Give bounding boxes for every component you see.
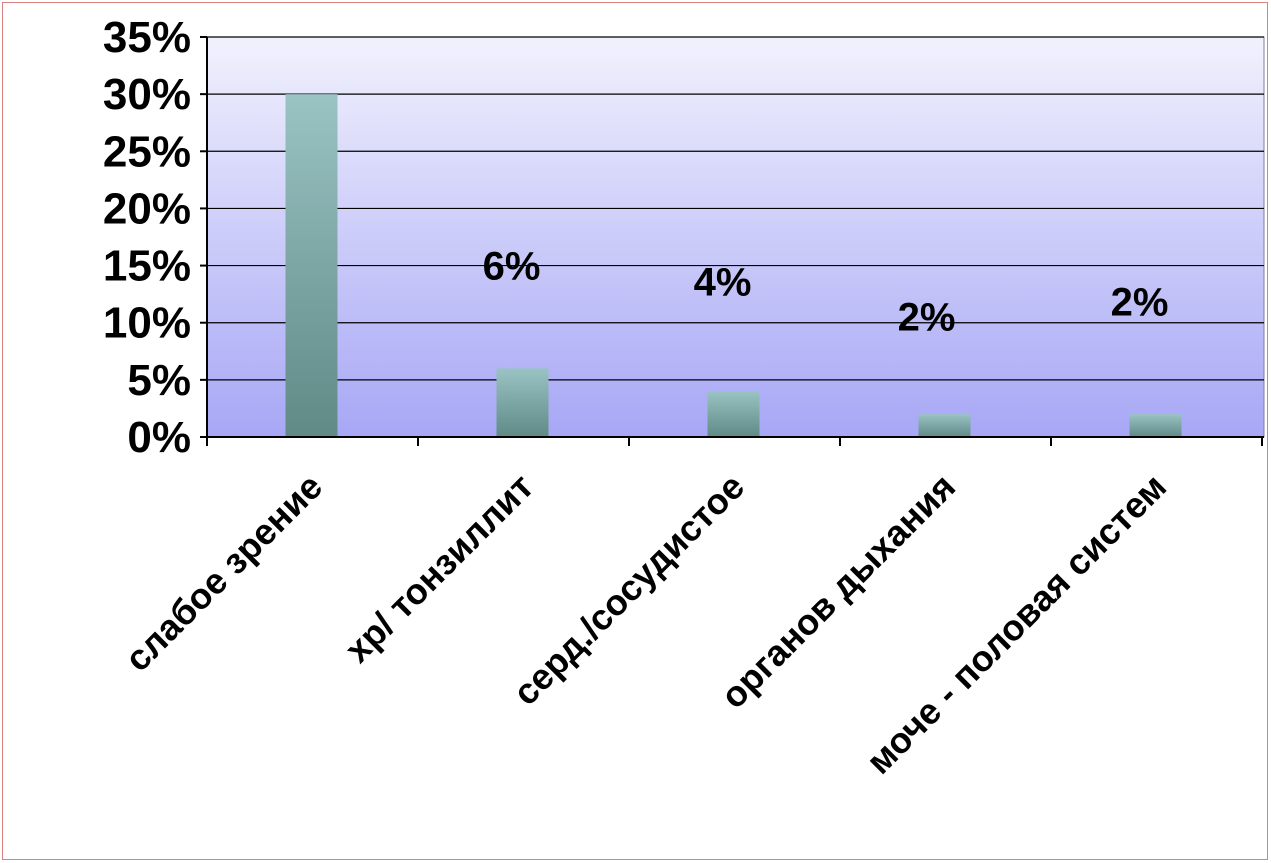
bar-3 <box>918 414 971 437</box>
y-tick-label: 15% <box>103 242 191 291</box>
y-axis-tick-labels: 0% 5% 10% 15% 20% 25% 30% 35% <box>103 13 191 462</box>
y-tick-label: 5% <box>127 356 191 405</box>
plot-area <box>206 36 1265 438</box>
data-label-2: 4% <box>694 261 752 305</box>
y-tick-label: 35% <box>103 13 191 62</box>
data-labels: 6% 4% 2% 2% <box>483 245 1169 340</box>
y-tick-label: 0% <box>127 413 191 462</box>
data-label-1: 6% <box>483 245 541 289</box>
x-category-label: серд./сосудистое <box>505 466 752 713</box>
y-tick-label: 30% <box>103 70 191 119</box>
bar-0 <box>285 94 338 438</box>
gridlines <box>207 36 1264 381</box>
x-axis-category-labels: слабое зрение хр/ тонзиллитсерд./сосудист… <box>117 466 1175 782</box>
x-category-label: хр/ тонзиллит <box>336 466 541 671</box>
axes <box>200 36 1264 446</box>
bar-4 <box>1129 414 1182 437</box>
data-label-4: 2% <box>1111 281 1169 325</box>
y-tick-label: 10% <box>103 299 191 348</box>
x-category-label: слабое зрение <box>117 466 331 680</box>
y-tick-label: 20% <box>103 184 191 233</box>
bar-1 <box>496 368 549 437</box>
x-category-label: органов дыхания <box>713 466 964 717</box>
y-tick-label: 25% <box>103 127 191 176</box>
bar-2 <box>707 391 760 437</box>
bars <box>285 94 1182 438</box>
data-label-3: 2% <box>898 296 956 340</box>
